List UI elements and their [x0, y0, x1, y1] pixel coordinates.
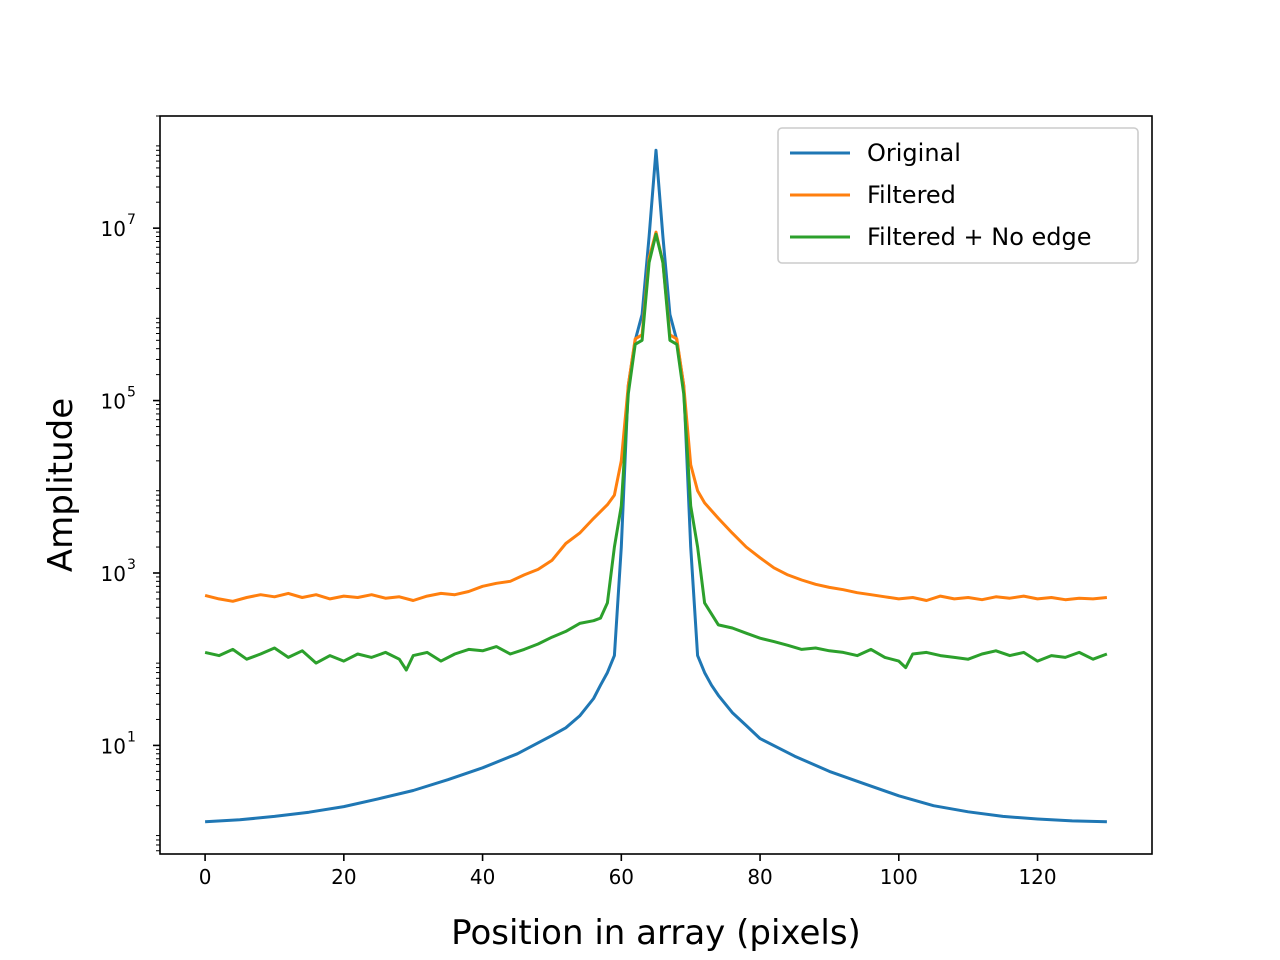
x-tick-label: 40 [470, 865, 495, 889]
x-tick-label: 60 [609, 865, 634, 889]
legend-label: Original [867, 139, 961, 167]
legend-label: Filtered + No edge [867, 223, 1092, 251]
plot-frame [159, 115, 1153, 855]
x-tick-label: 120 [1018, 865, 1056, 889]
y-tick-exponent: 1 [127, 729, 136, 745]
legend-label: Filtered [867, 181, 956, 209]
y-tick-exponent: 5 [127, 385, 136, 401]
x-tick-label: 20 [331, 865, 356, 889]
y-tick-exponent: 3 [127, 557, 136, 573]
y-tick-exponent: 7 [127, 212, 136, 228]
x-tick-label: 100 [880, 865, 918, 889]
legend-box [777, 127, 1139, 264]
x-axis-title: Position in array (pixels) [451, 913, 861, 953]
x-tick-label: 80 [747, 865, 772, 889]
legend: Original Filtered Filtered + No edge [777, 127, 1139, 264]
y-tick-label: 10 [101, 390, 126, 414]
series-line-original [205, 148, 1107, 824]
series-line-filtered [204, 230, 1108, 603]
x-tick-label: 0 [199, 865, 212, 889]
x-axis-ticks: 0 20 40 60 80 100 120 [199, 854, 1057, 889]
y-axis-title: Amplitude [41, 398, 81, 572]
series-layer [204, 148, 1108, 824]
y-tick-label: 10 [101, 217, 126, 241]
y-tick-label: 10 [101, 734, 126, 758]
series-line-filtered-no-edge [204, 232, 1108, 672]
y-tick-label: 10 [101, 562, 126, 586]
